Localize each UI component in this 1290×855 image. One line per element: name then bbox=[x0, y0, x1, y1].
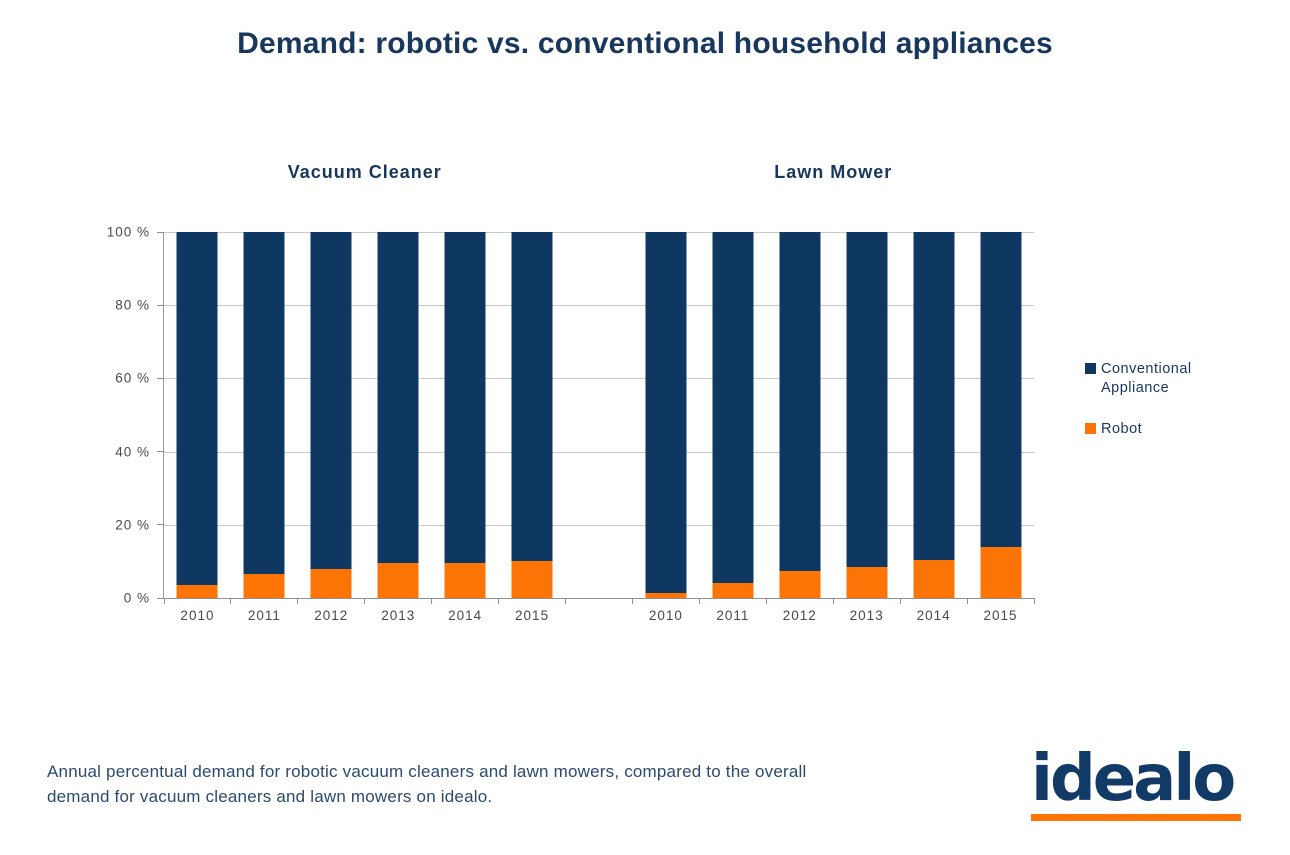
segment-conventional-lawn-mower-2012 bbox=[779, 232, 821, 571]
y-axis-tick bbox=[157, 524, 164, 526]
segment-robot-lawn-mower-2013 bbox=[846, 566, 888, 598]
chart-caption: Annual percentual demand for robotic vac… bbox=[47, 759, 806, 809]
segment-conventional-vacuum-cleaner-2012 bbox=[310, 232, 352, 569]
gridline-80 bbox=[164, 305, 1034, 307]
segment-conventional-lawn-mower-2011 bbox=[712, 232, 754, 584]
segment-conventional-vacuum-cleaner-2015 bbox=[511, 232, 553, 562]
x-axis-tick bbox=[765, 598, 767, 604]
group-heading-lawn-mower: Lawn Mower bbox=[774, 162, 893, 182]
segment-conventional-vacuum-cleaner-2014 bbox=[444, 232, 486, 564]
x-axis-tick bbox=[966, 598, 968, 604]
segment-conventional-lawn-mower-2010 bbox=[645, 232, 687, 593]
segment-robot-lawn-mower-2014 bbox=[913, 559, 955, 598]
segment-robot-vacuum-cleaner-2010 bbox=[176, 585, 218, 598]
x-axis-tick bbox=[498, 598, 500, 604]
bar-lawn-mower-2014 bbox=[913, 232, 955, 598]
gridline-60 bbox=[164, 378, 1034, 380]
x-axis-label-lawn-mower-2010: 2010 bbox=[648, 608, 683, 623]
segment-robot-vacuum-cleaner-2014 bbox=[444, 563, 486, 598]
bar-vacuum-cleaner-2013 bbox=[377, 232, 419, 598]
y-axis-tick bbox=[157, 231, 164, 233]
y-axis-label: 20 % bbox=[115, 517, 150, 533]
segment-robot-vacuum-cleaner-2013 bbox=[377, 563, 419, 598]
legend-swatch-robot-icon bbox=[1085, 423, 1096, 434]
bar-vacuum-cleaner-2014 bbox=[444, 232, 486, 598]
gridline-40 bbox=[164, 451, 1034, 453]
x-axis-label-lawn-mower-2014: 2014 bbox=[916, 608, 951, 623]
segment-conventional-vacuum-cleaner-2013 bbox=[377, 232, 419, 564]
segment-robot-vacuum-cleaner-2012 bbox=[310, 568, 352, 598]
legend-item-robot: Robot bbox=[1085, 420, 1213, 439]
bar-lawn-mower-2010 bbox=[645, 232, 687, 598]
x-axis-tick bbox=[364, 598, 366, 604]
idealo-logo-underline bbox=[1031, 814, 1241, 821]
segment-conventional-lawn-mower-2014 bbox=[913, 232, 955, 560]
x-axis-label-vacuum-cleaner-2014: 2014 bbox=[448, 608, 483, 623]
segment-conventional-lawn-mower-2015 bbox=[980, 232, 1022, 547]
x-axis-tick bbox=[565, 598, 567, 604]
y-axis-tick bbox=[157, 377, 164, 379]
gridline-100 bbox=[164, 232, 1034, 233]
segment-robot-lawn-mower-2010 bbox=[645, 592, 687, 598]
legend-swatch-conventional-icon bbox=[1085, 363, 1096, 374]
idealo-logo: idealo bbox=[1031, 747, 1243, 821]
bar-vacuum-cleaner-2015 bbox=[511, 232, 553, 598]
y-axis-tick bbox=[157, 597, 164, 599]
segment-robot-vacuum-cleaner-2015 bbox=[511, 561, 553, 598]
chart-title: Demand: robotic vs. conventional househo… bbox=[237, 27, 1053, 60]
y-axis-label: 80 % bbox=[115, 297, 150, 313]
x-axis-tick bbox=[698, 598, 700, 604]
x-axis-label-lawn-mower-2013: 2013 bbox=[849, 608, 884, 623]
caption-line-2: demand for vacuum cleaners and lawn mowe… bbox=[47, 787, 493, 806]
segment-conventional-vacuum-cleaner-2010 bbox=[176, 232, 218, 586]
segment-conventional-vacuum-cleaner-2011 bbox=[243, 232, 285, 575]
idealo-wordmark: idealo bbox=[1031, 742, 1236, 816]
x-axis-label-lawn-mower-2011: 2011 bbox=[716, 608, 750, 623]
x-axis-tick bbox=[1033, 598, 1035, 604]
bar-lawn-mower-2012 bbox=[779, 232, 821, 598]
gridline-20 bbox=[164, 524, 1034, 526]
caption-line-1: Annual percentual demand for robotic vac… bbox=[47, 762, 807, 781]
bar-vacuum-cleaner-2011 bbox=[243, 232, 285, 598]
x-axis-label-vacuum-cleaner-2012: 2012 bbox=[314, 608, 349, 623]
x-axis-tick bbox=[431, 598, 433, 604]
y-axis-label: 40 % bbox=[115, 444, 150, 460]
y-axis-tick bbox=[157, 451, 164, 453]
segment-robot-lawn-mower-2011 bbox=[712, 583, 754, 598]
x-axis-tick bbox=[297, 598, 299, 604]
segment-conventional-lawn-mower-2013 bbox=[846, 232, 888, 567]
bar-vacuum-cleaner-2012 bbox=[310, 232, 352, 598]
bar-vacuum-cleaner-2010 bbox=[176, 232, 218, 598]
x-axis-label-vacuum-cleaner-2013: 2013 bbox=[381, 608, 416, 623]
x-axis-label-lawn-mower-2015: 2015 bbox=[983, 608, 1018, 623]
x-axis-tick bbox=[899, 598, 901, 604]
segment-robot-vacuum-cleaner-2011 bbox=[243, 574, 285, 598]
segment-robot-lawn-mower-2015 bbox=[980, 546, 1022, 598]
legend-label: Robot bbox=[1101, 421, 1143, 437]
x-axis-label-lawn-mower-2012: 2012 bbox=[782, 608, 817, 623]
x-axis-label-vacuum-cleaner-2015: 2015 bbox=[515, 608, 550, 623]
x-axis-tick bbox=[832, 598, 834, 604]
x-axis-tick bbox=[631, 598, 633, 604]
y-axis-label: 100 % bbox=[106, 224, 150, 240]
plot-area: Vacuum Cleaner Lawn Mower 0 % 20 % 40 % 60 … bbox=[107, 162, 1035, 623]
y-axis-label: 0 % bbox=[123, 590, 150, 606]
bar-lawn-mower-2015 bbox=[980, 232, 1022, 598]
chart-legend: Conventional Appliance Robot bbox=[1085, 360, 1213, 439]
x-axis-tick bbox=[163, 598, 165, 604]
group-heading-vacuum-cleaner: Vacuum Cleaner bbox=[287, 162, 442, 182]
bar-lawn-mower-2011 bbox=[712, 232, 754, 598]
x-axis-tick bbox=[230, 598, 232, 604]
bar-lawn-mower-2013 bbox=[846, 232, 888, 598]
segment-robot-lawn-mower-2012 bbox=[779, 570, 821, 598]
y-axis-tick bbox=[157, 304, 164, 306]
x-axis-label-vacuum-cleaner-2010: 2010 bbox=[180, 608, 215, 623]
legend-item-conventional: Conventional Appliance bbox=[1085, 360, 1213, 398]
y-axis-label: 60 % bbox=[115, 370, 150, 386]
x-axis-label-vacuum-cleaner-2011: 2011 bbox=[247, 608, 281, 623]
legend-label: Conventional Appliance bbox=[1101, 361, 1192, 396]
